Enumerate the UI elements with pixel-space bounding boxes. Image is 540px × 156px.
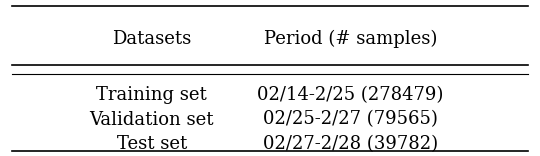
Text: Period (# samples): Period (# samples) [264, 30, 437, 48]
Text: Training set: Training set [97, 86, 207, 104]
Text: Test set: Test set [117, 135, 187, 153]
Text: Datasets: Datasets [112, 30, 192, 48]
Text: 02/14-2/25 (278479): 02/14-2/25 (278479) [258, 86, 444, 104]
Text: Validation set: Validation set [90, 110, 214, 129]
Text: 02/25-2/27 (79565): 02/25-2/27 (79565) [263, 110, 438, 129]
Text: 02/27-2/28 (39782): 02/27-2/28 (39782) [263, 135, 438, 153]
